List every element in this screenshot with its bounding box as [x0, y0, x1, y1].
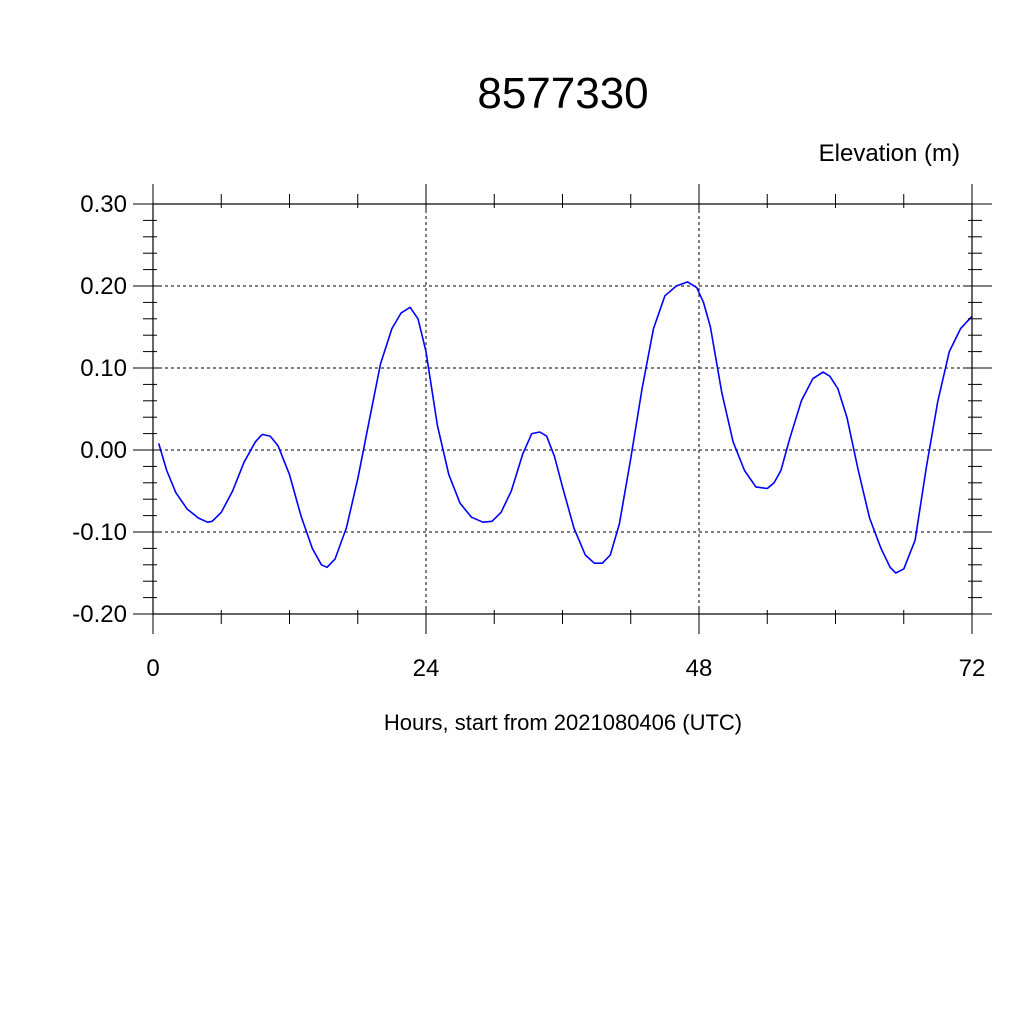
x-tick-label: 48 — [686, 655, 713, 682]
elevation-series-line — [157, 281, 973, 574]
y-tick-label: -0.10 — [72, 519, 127, 546]
x-tick-label: 72 — [959, 655, 986, 682]
y-tick-label: 0.10 — [80, 355, 127, 382]
y-tick-label: 0.00 — [80, 437, 127, 464]
x-tick-label: 0 — [146, 655, 159, 682]
series-layer — [157, 281, 973, 574]
units-label: Elevation (m) — [819, 140, 960, 167]
x-axis-title: Hours, start from 2021080406 (UTC) — [384, 710, 742, 735]
y-tick-label: -0.20 — [72, 601, 127, 628]
y-tick-label: 0.30 — [80, 191, 127, 218]
chart-title: 8577330 — [477, 69, 648, 118]
x-tick-label: 24 — [413, 655, 440, 682]
grid-lines — [153, 203, 972, 615]
tick-labels: -0.20 -0.10 0.00 0.10 0.20 0.30 0 24 48 72 — [72, 191, 985, 682]
plot-frame — [152, 203, 973, 615]
plot-border — [152, 203, 973, 615]
axis-ticks — [133, 184, 992, 634]
y-tick-label: 0.20 — [80, 273, 127, 300]
